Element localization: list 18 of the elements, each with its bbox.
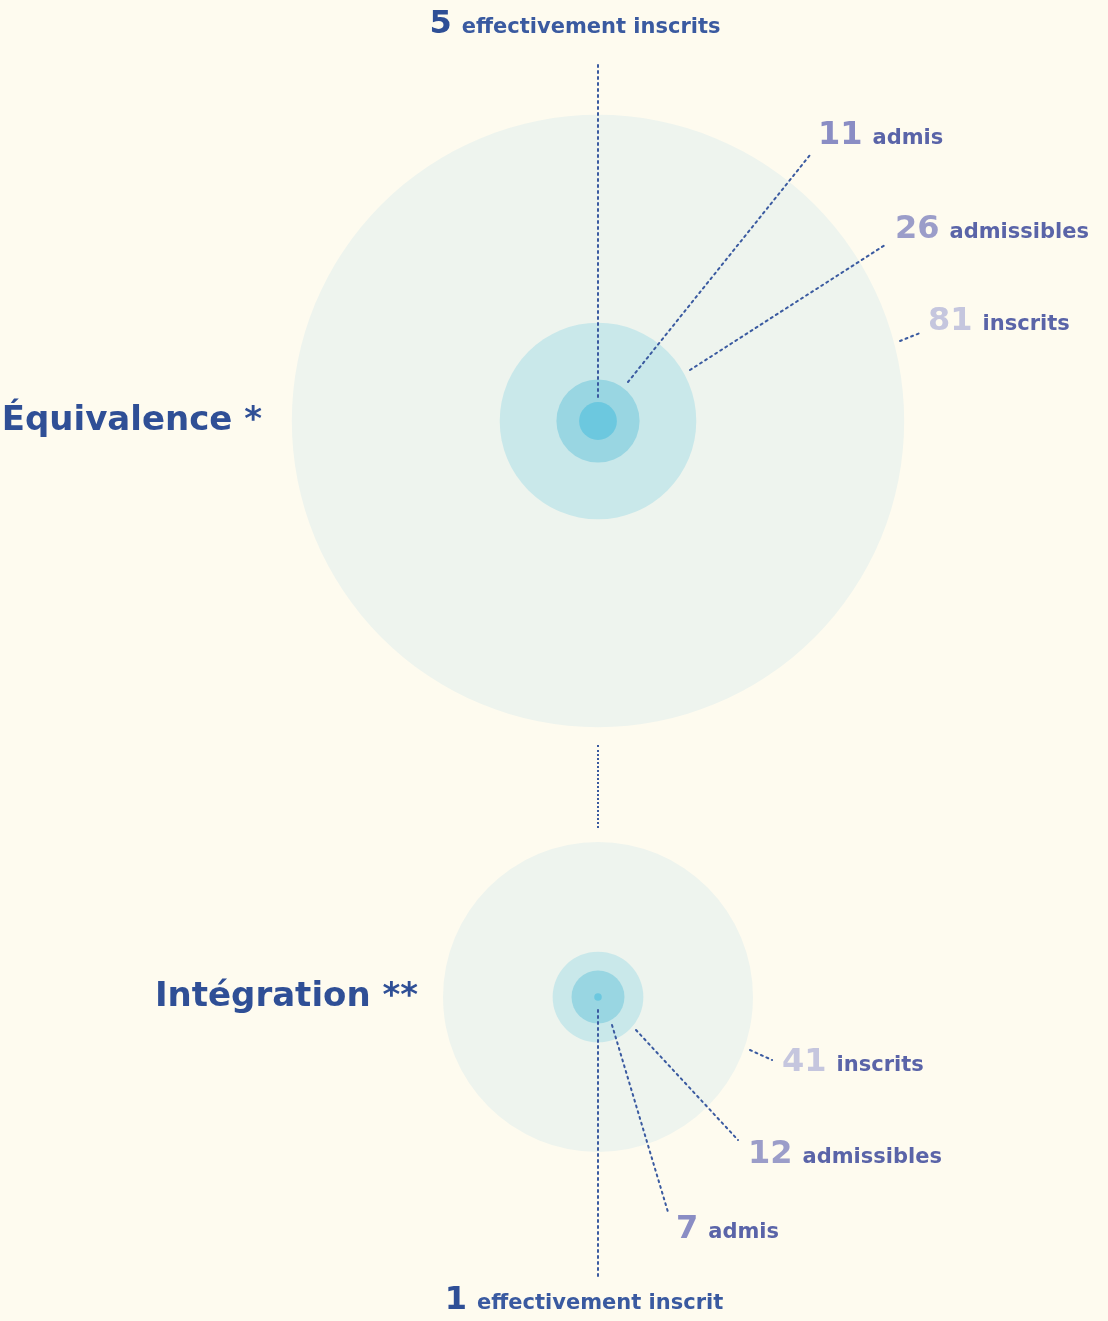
data-label: 26 bbox=[895, 208, 940, 247]
data-label: 11 bbox=[818, 114, 863, 153]
data-label: 7 bbox=[676, 1208, 699, 1247]
category-label: inscrits bbox=[982, 311, 1070, 336]
category-label: effectivement inscrit bbox=[477, 1290, 724, 1315]
category-label: admis bbox=[872, 125, 944, 150]
data-label: 1 bbox=[444, 1279, 468, 1318]
category-label: admissibles bbox=[949, 219, 1089, 244]
data-label: 41 bbox=[782, 1041, 827, 1080]
category-label: effectivement inscrits bbox=[461, 14, 721, 39]
category-label: admis bbox=[708, 1219, 780, 1244]
category-label: inscrits bbox=[836, 1052, 924, 1077]
data-label: 12 bbox=[748, 1133, 793, 1172]
text: Intégration ** bbox=[154, 973, 419, 1014]
category-label: admissibles bbox=[802, 1144, 942, 1169]
data-label: 81 bbox=[928, 300, 973, 339]
data-label: 5 bbox=[429, 3, 452, 42]
text: Équivalence * bbox=[1, 397, 263, 438]
